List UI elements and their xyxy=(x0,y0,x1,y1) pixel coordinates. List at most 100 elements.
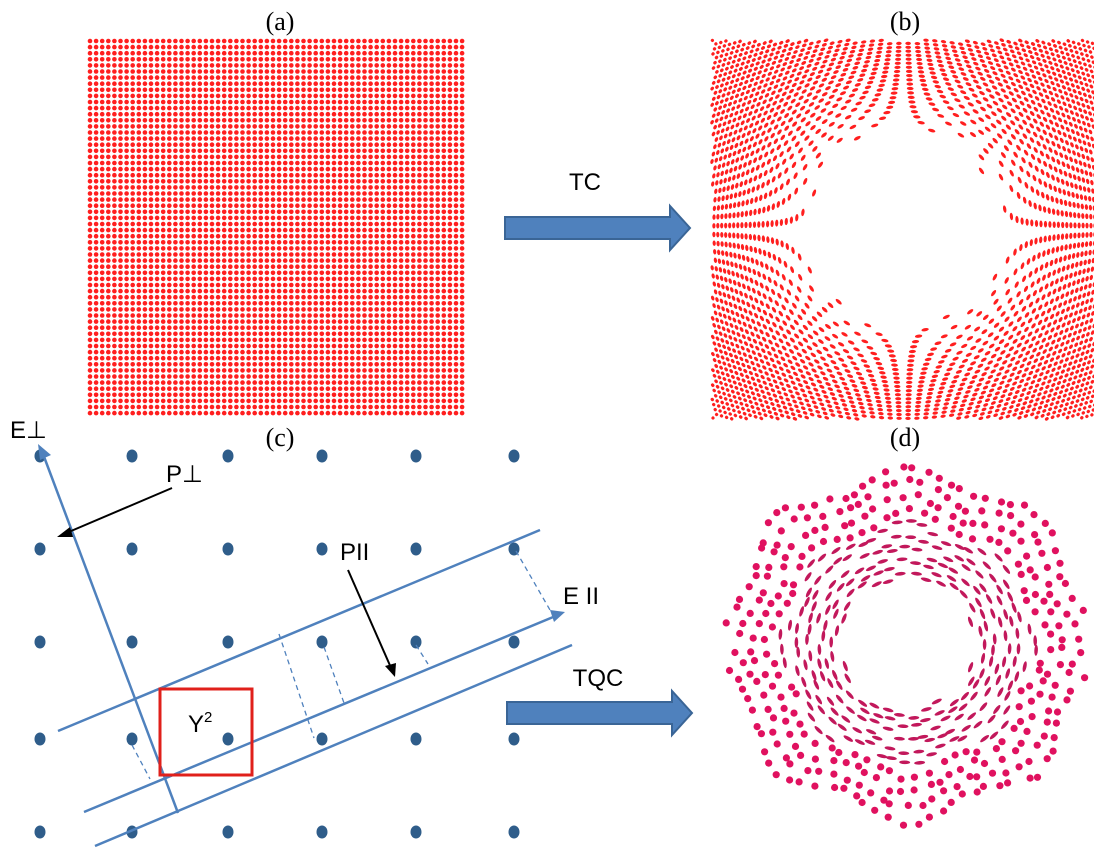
lattice-point xyxy=(750,197,754,205)
lattice-point xyxy=(711,416,715,420)
lattice-point xyxy=(817,397,823,402)
lattice-point xyxy=(362,386,367,392)
lattice-point xyxy=(319,136,325,141)
lattice-point xyxy=(307,38,312,44)
lattice-point xyxy=(720,83,724,88)
lattice-point xyxy=(731,330,736,335)
lattice-point xyxy=(289,374,294,379)
lattice-point xyxy=(179,319,184,324)
lattice-point xyxy=(744,292,748,299)
lattice-point xyxy=(319,50,325,56)
lattice-point xyxy=(246,325,251,331)
lattice-point xyxy=(112,105,117,111)
lattice-point xyxy=(337,185,343,190)
lattice-point xyxy=(197,191,203,196)
lattice-point xyxy=(725,307,730,314)
lattice-point xyxy=(767,251,772,259)
lattice-point xyxy=(148,63,154,68)
lattice-point xyxy=(743,384,748,389)
lattice-point xyxy=(350,111,355,117)
lattice-point xyxy=(203,87,209,93)
lattice-point xyxy=(801,89,807,94)
lattice-point xyxy=(343,319,349,324)
lattice-point xyxy=(776,144,782,151)
lattice-point xyxy=(325,105,331,111)
lattice-point xyxy=(441,270,447,276)
lattice-point xyxy=(350,209,355,215)
lattice-point xyxy=(374,398,380,404)
lattice-point xyxy=(234,215,239,221)
lattice-point xyxy=(221,215,227,221)
lattice-point xyxy=(270,124,276,129)
lattice-point xyxy=(240,319,245,324)
lattice-point xyxy=(197,270,203,276)
lattice-point xyxy=(331,313,337,318)
lattice-point xyxy=(734,354,739,360)
lattice-point xyxy=(319,331,325,337)
lattice-point xyxy=(722,361,727,366)
lattice-point xyxy=(751,58,756,62)
lattice-point xyxy=(356,87,361,93)
lattice-point xyxy=(776,200,780,208)
lattice-point xyxy=(356,325,361,331)
lattice-point xyxy=(712,214,716,220)
lattice-point xyxy=(124,99,129,105)
lattice-point xyxy=(746,118,751,123)
lattice-point xyxy=(93,233,99,239)
lattice-point xyxy=(276,166,282,172)
lattice-point xyxy=(751,87,756,92)
lattice-point xyxy=(802,337,809,343)
lattice-point xyxy=(289,252,294,257)
lattice-point xyxy=(215,44,221,50)
lattice-point xyxy=(435,301,441,306)
lattice-point xyxy=(374,87,380,93)
lattice-point xyxy=(87,307,93,312)
lattice-point xyxy=(106,111,111,117)
lattice-point xyxy=(726,185,730,192)
lattice-point xyxy=(325,197,331,202)
lattice-point xyxy=(453,63,459,68)
lattice-point xyxy=(816,56,822,61)
lattice-point xyxy=(343,191,349,196)
lattice-point xyxy=(203,44,209,50)
lattice-point xyxy=(270,349,276,355)
lattice-point xyxy=(234,240,239,245)
lattice-point xyxy=(839,91,847,96)
lattice-point xyxy=(411,355,416,361)
lattice-point xyxy=(106,246,111,251)
lattice-point xyxy=(313,325,319,331)
lattice-point xyxy=(404,252,410,257)
lattice-point xyxy=(820,108,827,113)
lattice-point xyxy=(154,349,160,355)
lattice-point xyxy=(429,87,434,93)
lattice-point xyxy=(727,176,732,182)
lattice-point xyxy=(130,63,135,68)
lattice-point xyxy=(258,44,264,50)
lattice-point xyxy=(167,252,172,257)
lattice-point xyxy=(270,111,276,117)
lattice-point xyxy=(154,301,160,306)
lattice-point xyxy=(374,166,380,172)
lattice-point xyxy=(423,282,428,288)
lattice-point xyxy=(295,50,300,56)
lattice-point xyxy=(350,404,355,410)
lattice-point xyxy=(717,164,722,170)
lattice-point xyxy=(252,337,257,343)
lattice-point xyxy=(368,240,373,245)
lattice-point xyxy=(404,191,410,196)
lattice-point xyxy=(264,362,270,367)
lattice-point xyxy=(93,179,99,184)
lattice-point xyxy=(124,105,129,111)
lattice-point xyxy=(441,50,447,56)
lattice-point xyxy=(209,380,215,385)
lattice-point xyxy=(337,87,343,93)
lattice-point xyxy=(136,124,142,129)
lattice-point xyxy=(142,307,148,312)
lattice-point xyxy=(380,160,386,166)
lattice-point xyxy=(234,111,239,117)
lattice-point xyxy=(447,264,453,270)
lattice-point xyxy=(124,307,129,312)
lattice-point xyxy=(313,233,319,239)
lattice-point xyxy=(191,185,196,190)
lattice-point xyxy=(276,349,282,355)
